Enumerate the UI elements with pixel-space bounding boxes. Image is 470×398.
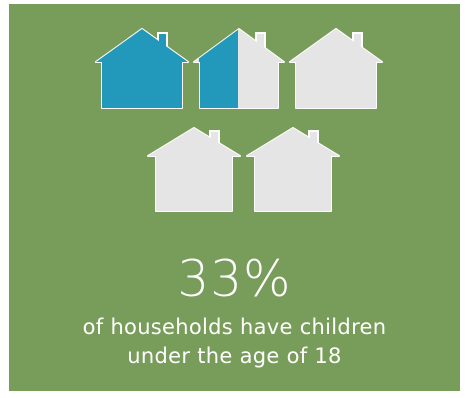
house-icon-empty	[246, 127, 340, 212]
house-icon-half	[193, 28, 285, 109]
house-icon-filled	[95, 28, 189, 109]
caption-line-2: under the age of 18	[127, 344, 342, 368]
infographic-card: 33% of households have children under th…	[9, 4, 460, 391]
house-icon-empty	[289, 28, 383, 109]
percent-stat: 33%	[177, 250, 292, 308]
house-icon-empty	[147, 127, 241, 212]
caption-line-1: of households have children	[82, 315, 387, 339]
houses-row	[95, 28, 383, 212]
